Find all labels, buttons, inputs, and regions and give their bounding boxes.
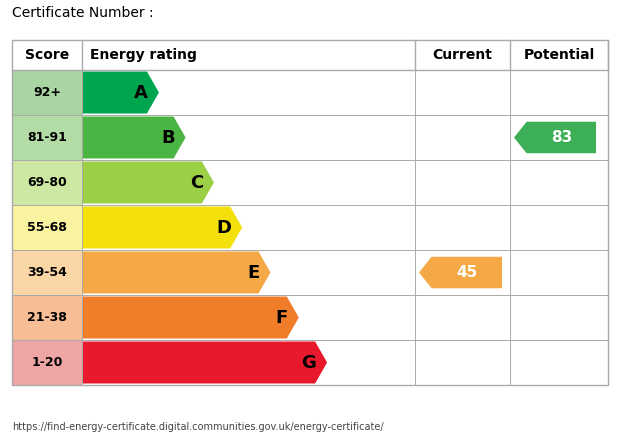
Text: C: C bbox=[190, 173, 203, 191]
Polygon shape bbox=[82, 72, 159, 114]
Text: 69-80: 69-80 bbox=[27, 176, 67, 189]
Text: 92+: 92+ bbox=[33, 86, 61, 99]
Text: 55-68: 55-68 bbox=[27, 221, 67, 234]
Text: 21-38: 21-38 bbox=[27, 311, 67, 324]
Text: F: F bbox=[276, 308, 288, 326]
Bar bbox=[12, 205, 82, 250]
Polygon shape bbox=[82, 117, 185, 158]
Text: 83: 83 bbox=[551, 130, 572, 145]
Text: D: D bbox=[216, 219, 231, 237]
Polygon shape bbox=[419, 257, 502, 288]
Text: A: A bbox=[135, 84, 148, 102]
Text: 45: 45 bbox=[456, 265, 477, 280]
Text: B: B bbox=[161, 128, 175, 147]
Text: 39-54: 39-54 bbox=[27, 266, 67, 279]
Polygon shape bbox=[82, 252, 270, 293]
Text: Potential: Potential bbox=[523, 48, 595, 62]
Text: E: E bbox=[247, 264, 260, 282]
Polygon shape bbox=[82, 206, 242, 249]
Text: 1-20: 1-20 bbox=[32, 356, 63, 369]
Polygon shape bbox=[82, 297, 299, 338]
Bar bbox=[12, 40, 608, 70]
Text: Energy rating: Energy rating bbox=[90, 48, 197, 62]
Bar bbox=[12, 295, 82, 340]
Bar bbox=[12, 40, 608, 385]
Text: G: G bbox=[301, 353, 316, 371]
Text: Current: Current bbox=[433, 48, 492, 62]
Text: 81-91: 81-91 bbox=[27, 131, 67, 144]
Bar bbox=[12, 160, 82, 205]
Text: https://find-energy-certificate.digital.communities.gov.uk/energy-certificate/: https://find-energy-certificate.digital.… bbox=[12, 422, 384, 432]
Text: Score: Score bbox=[25, 48, 69, 62]
Bar bbox=[12, 70, 82, 115]
Text: Certificate Number :: Certificate Number : bbox=[12, 6, 154, 20]
Polygon shape bbox=[514, 122, 596, 153]
Bar bbox=[12, 250, 82, 295]
Polygon shape bbox=[82, 161, 214, 203]
Bar bbox=[12, 115, 82, 160]
Polygon shape bbox=[82, 341, 327, 384]
Bar bbox=[12, 340, 82, 385]
